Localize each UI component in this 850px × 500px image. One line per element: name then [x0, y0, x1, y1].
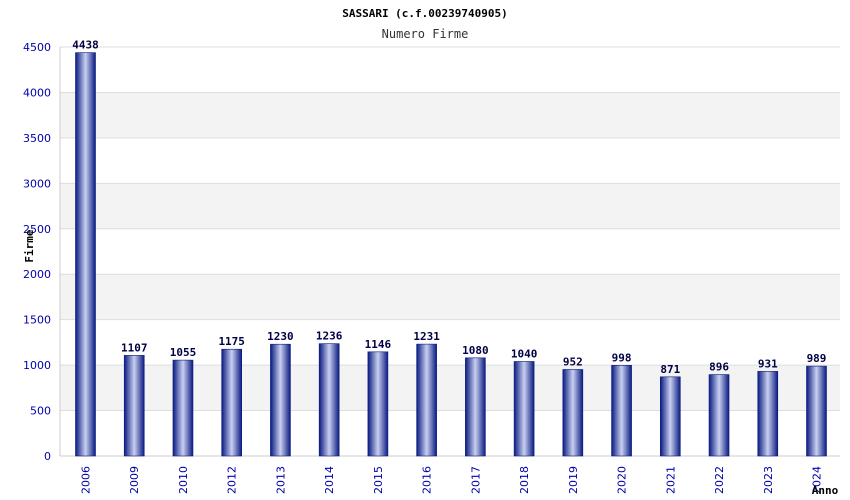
data-label: 952 — [563, 355, 583, 368]
y-tick-label: 500 — [30, 405, 51, 418]
bar — [318, 343, 340, 457]
y-tick-label: 4000 — [23, 86, 51, 99]
bar — [221, 348, 242, 457]
bar — [513, 361, 535, 457]
x-tick-label: 2023 — [762, 466, 775, 494]
data-label: 1236 — [316, 330, 343, 343]
x-tick-label: 2009 — [128, 466, 141, 494]
bar — [659, 376, 681, 457]
data-label: 1231 — [413, 330, 440, 343]
bar — [757, 371, 779, 457]
grid-band — [60, 274, 840, 320]
x-tick-label: 2010 — [177, 466, 190, 494]
x-tick-label: 2022 — [713, 466, 726, 494]
bar — [123, 355, 145, 457]
data-label: 896 — [709, 361, 729, 374]
y-tick-label: 1000 — [23, 359, 51, 372]
x-tick-label: 2016 — [421, 466, 434, 494]
bar — [611, 364, 632, 457]
y-tick-label: 4500 — [23, 41, 51, 54]
data-label: 989 — [807, 352, 827, 365]
x-tick-labels: 2006 2009 2010 2012 2013 2014 2015 2016 2017 2018… — [80, 466, 824, 494]
y-tick-label: 3000 — [23, 177, 51, 190]
y-tick-label: 2500 — [23, 223, 51, 236]
bar — [270, 343, 291, 457]
bar — [465, 357, 486, 457]
data-label: 1055 — [170, 346, 197, 359]
x-tick-label: 2006 — [80, 466, 93, 494]
x-tick-label: 2024 — [811, 466, 824, 494]
bar — [562, 369, 584, 457]
data-labels: 4438 1107 1055 1175 1230 1236 1146 1231 1080 1040… — [72, 39, 826, 376]
x-axis-label: Anno — [812, 484, 839, 497]
data-label: 1175 — [218, 335, 245, 348]
chart-title: SASSARI (c.f.00239740905) — [342, 7, 508, 20]
bar — [367, 351, 389, 457]
data-label: 1230 — [267, 330, 294, 343]
bar — [806, 365, 827, 457]
x-tick-label: 2013 — [274, 466, 287, 494]
grid-band — [60, 183, 840, 229]
grid-band — [60, 92, 840, 138]
y-tick-label: 3500 — [23, 132, 51, 145]
x-tick-label: 2019 — [567, 466, 580, 494]
x-tick-label: 2014 — [323, 466, 336, 494]
data-label: 4438 — [72, 39, 99, 52]
data-label: 1107 — [121, 341, 148, 354]
y-tick-labels: 0 500 1000 1500 2000 2500 3000 3500 4000 4500 — [23, 41, 51, 463]
y-tick-label: 0 — [44, 450, 51, 463]
data-label: 1080 — [462, 344, 489, 357]
bar — [75, 52, 96, 457]
data-label: 998 — [612, 351, 632, 364]
x-tick-label: 2012 — [226, 466, 239, 494]
x-tick-label: 2020 — [616, 466, 629, 494]
y-tick-label: 1500 — [23, 314, 51, 327]
y-tick-label: 2000 — [23, 268, 51, 281]
x-tick-label: 2021 — [664, 466, 677, 494]
bar — [172, 359, 194, 457]
data-label: 1146 — [365, 338, 392, 351]
data-label: 1040 — [511, 347, 538, 360]
chart-subtitle: Numero Firme — [382, 27, 469, 41]
x-tick-label: 2018 — [518, 466, 531, 494]
data-label: 931 — [758, 357, 778, 370]
x-tick-label: 2015 — [372, 466, 385, 494]
x-tick-label: 2017 — [469, 466, 482, 494]
bar — [708, 374, 730, 457]
bars — [75, 52, 827, 457]
bar — [416, 343, 437, 457]
data-label: 871 — [660, 363, 680, 376]
grid-bands — [60, 92, 840, 411]
y-axis-label: Firme — [23, 229, 36, 262]
